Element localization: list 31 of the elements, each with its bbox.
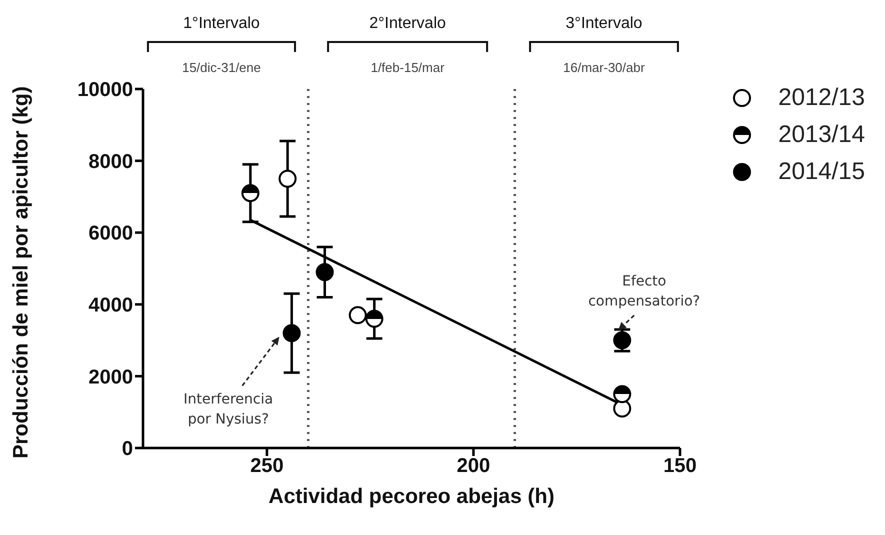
- legend-label: 2012/13: [778, 84, 865, 112]
- y-tick-label: 6000: [88, 222, 133, 245]
- y-tick-label: 10000: [77, 79, 133, 102]
- point: [316, 263, 334, 282]
- annotation: Interferencia por Nysius?: [184, 392, 274, 428]
- text: 15/dic-31/ene: [182, 60, 261, 75]
- point: [613, 331, 632, 350]
- point: [241, 184, 260, 202]
- text: 1/feb-15/mar: [370, 60, 446, 75]
- annotation: Efecto compensatorio?: [588, 273, 700, 310]
- y-tick-label: 2000: [88, 366, 133, 388]
- y-tick-label: 8000: [88, 150, 133, 173]
- x-axis-title: Actividad pecoreo abejas (h): [268, 485, 554, 508]
- text: 1°Intervalo: [183, 15, 260, 32]
- x-tick-label: 200: [456, 455, 490, 478]
- x-tick-label: 150: [663, 455, 697, 478]
- point: [278, 170, 297, 188]
- y-axis-title: Producción de miel por apicultor (kg): [9, 86, 32, 458]
- point: [348, 306, 367, 324]
- text: 2°Intervalo: [369, 15, 446, 32]
- x-tick-label: 250: [250, 455, 284, 478]
- text: 3°Intervalo: [566, 15, 642, 32]
- text: 16/mar-30/abr: [563, 60, 646, 75]
- y-tick-label: 4000: [88, 294, 133, 316]
- legend-label: 2013/14: [778, 120, 865, 148]
- point: [282, 324, 301, 342]
- point: [613, 400, 632, 418]
- y-tick-label: 0: [122, 438, 133, 460]
- legend-label: 2014/15: [778, 158, 865, 186]
- point: [365, 310, 384, 328]
- point: [613, 385, 632, 404]
